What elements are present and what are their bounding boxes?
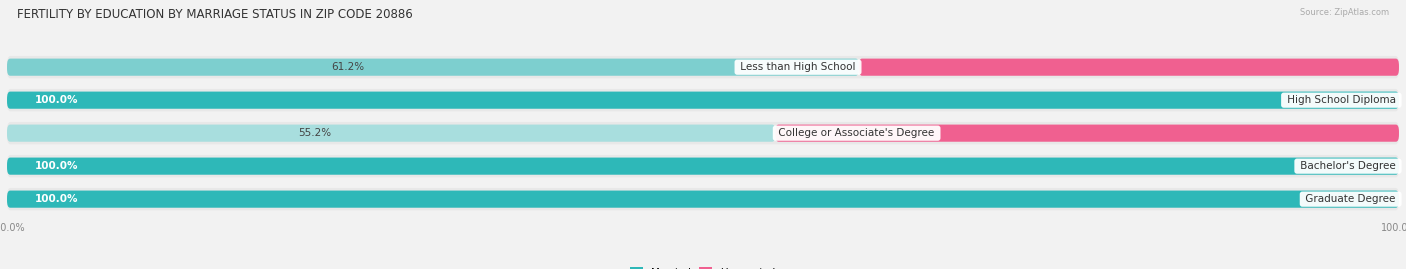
Legend: Married, Unmarried: Married, Unmarried [626, 263, 780, 269]
Text: Graduate Degree: Graduate Degree [1302, 194, 1399, 204]
FancyBboxPatch shape [7, 91, 1399, 109]
FancyBboxPatch shape [7, 158, 1399, 175]
Text: 100.0%: 100.0% [35, 95, 79, 105]
FancyBboxPatch shape [7, 155, 1399, 177]
Text: 55.2%: 55.2% [298, 128, 330, 138]
Text: Source: ZipAtlas.com: Source: ZipAtlas.com [1301, 8, 1389, 17]
FancyBboxPatch shape [7, 125, 775, 142]
Text: High School Diploma: High School Diploma [1284, 95, 1399, 105]
FancyBboxPatch shape [7, 56, 1399, 78]
Text: 100.0%: 100.0% [35, 194, 79, 204]
FancyBboxPatch shape [7, 190, 1399, 208]
FancyBboxPatch shape [7, 59, 859, 76]
Text: 100.0%: 100.0% [35, 161, 79, 171]
FancyBboxPatch shape [775, 125, 1399, 142]
Text: FERTILITY BY EDUCATION BY MARRIAGE STATUS IN ZIP CODE 20886: FERTILITY BY EDUCATION BY MARRIAGE STATU… [17, 8, 412, 21]
Text: Bachelor's Degree: Bachelor's Degree [1296, 161, 1399, 171]
Text: Less than High School: Less than High School [737, 62, 859, 72]
FancyBboxPatch shape [7, 89, 1399, 111]
FancyBboxPatch shape [7, 122, 1399, 144]
FancyBboxPatch shape [859, 59, 1399, 76]
Text: 61.2%: 61.2% [332, 62, 364, 72]
Text: College or Associate's Degree: College or Associate's Degree [775, 128, 938, 138]
FancyBboxPatch shape [7, 188, 1399, 210]
